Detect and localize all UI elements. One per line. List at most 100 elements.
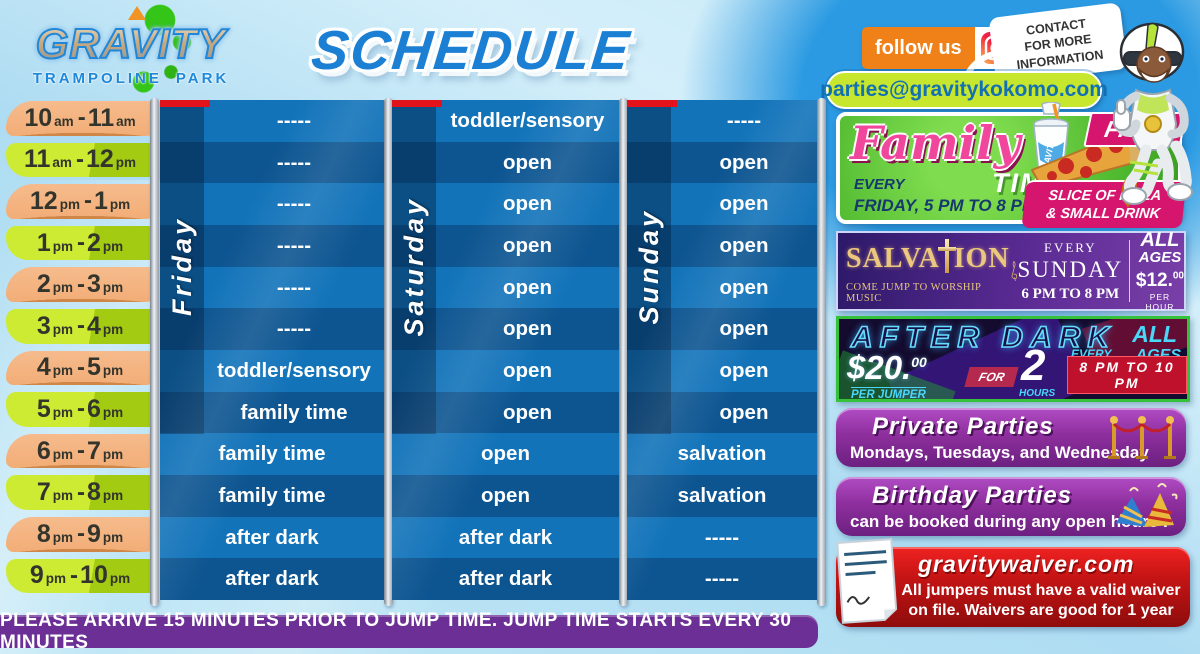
sparkle (70, 38, 84, 52)
time-start-meridiem: pm (59, 196, 80, 212)
time-end-meridiem: pm (102, 280, 124, 296)
schedule-cell: after dark (160, 516, 384, 559)
time-start: 1 (36, 228, 51, 257)
time-start: 5 (36, 394, 51, 423)
time-start-meridiem: pm (52, 238, 73, 254)
time-end: 4 (87, 311, 101, 340)
time-dash: - (77, 478, 85, 506)
time-slot: 9 pm -10 pm (6, 558, 156, 594)
salvation-right: ALL AGES $12.00 PER HOUR (1135, 228, 1184, 312)
birthday-parties-title: Birthday Parties (872, 482, 1073, 509)
time-start: 9 (29, 561, 44, 590)
day-label-strip: Saturday (392, 100, 436, 434)
friday-cells: ----- ----- ----- ----- ----- ----- todd… (160, 100, 384, 600)
time-end: 11 (87, 103, 115, 132)
velvet-rope-icon (1108, 416, 1176, 459)
schedule-cell: toddler/sensory (160, 350, 384, 392)
time-end-meridiem: pm (109, 196, 131, 212)
time-slot: 1 pm -2 pm (6, 225, 156, 261)
salvation-per: PER HOUR (1145, 291, 1175, 312)
day-name: Saturday (398, 196, 429, 337)
schedule-cell: open (627, 350, 817, 392)
time-slot: 4 pm -5 pm (6, 350, 156, 386)
time-start: 7 (36, 478, 51, 507)
logo-wordmark: GRAVITY (35, 19, 227, 68)
time-end-meridiem: pm (102, 404, 124, 420)
column-divider (817, 98, 826, 606)
after-dark-banner: AFTER DARK ALL AGES $20.00 PER JUMPER FO… (836, 316, 1190, 402)
time-start: 11 (23, 145, 51, 174)
day-label-strip: Friday (160, 100, 204, 434)
cross-icon (937, 238, 956, 273)
time-start-meridiem: pm (52, 446, 73, 462)
schedule-cell: ----- (627, 558, 817, 600)
time-dash: - (77, 270, 85, 298)
sunday-cells: ----- open open open open open open open… (627, 100, 817, 600)
salvation-title-b: ION (953, 242, 1010, 274)
salvation-all: ALL (1140, 228, 1180, 251)
time-column: 10 am -11 am 11 am -12 pm 12 pm -1 pm 1 pm -2 pm 2 pm… (6, 101, 156, 594)
time-start-meridiem: pm (52, 488, 73, 504)
schedule-cell: open (627, 391, 817, 434)
after-dark-for: FOR (964, 367, 1020, 387)
day-column-friday: ----- ----- ----- ----- ----- ----- todd… (160, 100, 384, 600)
family-title: Family (850, 116, 1021, 170)
time-dash: - (77, 395, 85, 423)
gravity-logo: GRAVITY TRAMPOLINE PARK (16, 2, 246, 102)
waiver-banner[interactable]: gravitywaiver.com All jumpers must have … (836, 538, 1190, 627)
price-dollars: $20. (847, 349, 912, 386)
time-end-meridiem: pm (102, 488, 124, 504)
time-end-meridiem: pm (102, 363, 124, 379)
time-end: 2 (87, 228, 101, 257)
time-dash: - (77, 312, 85, 340)
time-start-meridiem: am (54, 113, 74, 129)
schedule-cell: ----- (627, 516, 817, 559)
salvation-ages: AGES (1138, 248, 1182, 266)
day-column-saturday: toddler/sensory open open open open open… (392, 100, 619, 600)
salvation-time: 6 PM TO 8 PM (1021, 285, 1120, 302)
schedule-cell: open (627, 266, 817, 309)
price-dollars: $12. (1135, 269, 1173, 291)
schedule-cell: after dark (160, 558, 384, 600)
after-dark-hours: HOURS (1019, 388, 1056, 399)
time-start-meridiem: pm (52, 529, 73, 545)
column-divider (150, 98, 159, 606)
time-end-meridiem: pm (102, 446, 124, 462)
time-dash: - (77, 520, 85, 548)
time-end-meridiem: pm (102, 321, 124, 337)
waiver-url[interactable]: gravitywaiver.com (918, 551, 1135, 577)
after-dark-hours-number: 2 (1021, 341, 1046, 390)
day-name: Sunday (633, 208, 664, 325)
time-end: 3 (87, 270, 101, 299)
time-dash: - (77, 437, 85, 465)
schedule-cell: open (627, 183, 817, 226)
time-dash: - (77, 353, 85, 381)
time-end: 1 (93, 186, 108, 215)
page-title: SCHEDULE (308, 19, 634, 81)
time-slot: 5 pm -6 pm (6, 392, 156, 427)
follow-us-label: follow us (862, 27, 975, 69)
time-slot: 10 am -11 am (6, 101, 156, 136)
birthday-parties-subtitle: can be booked during any open hours ! (850, 512, 1169, 531)
private-parties-title: Private Parties (872, 413, 1054, 440)
time-dash: - (83, 187, 92, 215)
schedule-cell: ----- (160, 183, 384, 226)
schedule-cell: family time (160, 475, 384, 517)
time-end-meridiem: pm (102, 529, 124, 545)
salvation-every: EVERY (1044, 239, 1097, 255)
day-label-strip: Sunday (627, 100, 671, 434)
private-parties-banner: Private Parties Mondays, Tuesdays, and W… (836, 408, 1186, 467)
time-start-meridiem: pm (52, 363, 73, 379)
party-hats-icon (1116, 483, 1178, 527)
time-end: 10 (80, 561, 108, 590)
up-arrow-icon (128, 6, 146, 20)
after-dark-title: AFTER DARK (850, 320, 1116, 355)
logo-tagline-right: PARK (175, 70, 230, 87)
waiver-document-icon (836, 538, 898, 624)
time-start: 4 (36, 353, 51, 382)
schedule-cell: open (392, 308, 619, 351)
email-pill[interactable]: parties@gravitykokomo.com (820, 71, 1108, 109)
time-end-meridiem: pm (115, 155, 136, 171)
time-start-meridiem: am (52, 155, 72, 171)
